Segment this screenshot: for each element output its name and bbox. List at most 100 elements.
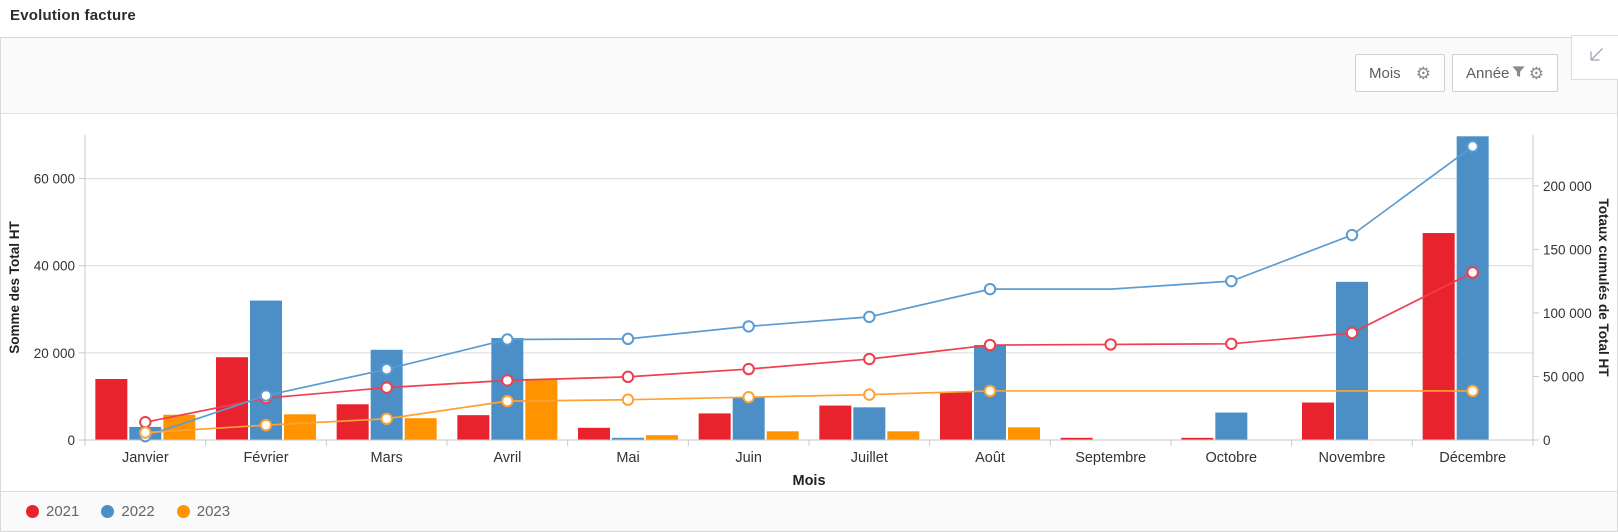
bars-2023 xyxy=(163,379,1040,440)
filter-icon[interactable] xyxy=(1511,64,1526,83)
legend-item-2023[interactable]: 2023 xyxy=(176,503,231,520)
legend-label-2023: 2023 xyxy=(196,503,231,520)
point-2022-Février[interactable] xyxy=(259,389,273,402)
bar-2023-Mai[interactable] xyxy=(646,435,678,440)
point-2023-Janvier[interactable] xyxy=(139,426,152,439)
x-axis-label-Janvier: Janvier xyxy=(122,450,169,466)
right-axis-tick-label: 150 000 xyxy=(1543,242,1592,257)
bar-2023-Mars[interactable] xyxy=(404,418,437,440)
x-axis-label-Août: Août xyxy=(975,450,1005,466)
gridlines xyxy=(85,178,1533,354)
point-2021-Décembre[interactable] xyxy=(1466,266,1479,279)
bars-2022 xyxy=(129,136,1489,441)
line-2021 xyxy=(139,266,1479,429)
x-axis-label-Septembre: Septembre xyxy=(1075,450,1146,466)
point-2022-Juillet[interactable] xyxy=(863,310,876,324)
left-axis-tick-label: 40 000 xyxy=(34,259,75,274)
x-axis-label-Octobre: Octobre xyxy=(1206,450,1258,466)
year-button[interactable]: Année ⚙ xyxy=(1452,54,1558,92)
point-2023-Mars[interactable] xyxy=(380,412,393,425)
point-2021-Avril[interactable] xyxy=(501,374,514,387)
point-2023-Août[interactable] xyxy=(983,384,997,398)
chart-panel: Mois ⚙ Année ⚙ xyxy=(0,35,1618,532)
point-2021-Juin[interactable] xyxy=(742,362,755,376)
right-axis-tick-label: 200 000 xyxy=(1543,179,1592,194)
bar-2022-Novembre[interactable] xyxy=(1336,281,1368,440)
x-axis-label-Juin: Juin xyxy=(735,450,762,466)
bar-2022-Octobre[interactable] xyxy=(1215,412,1248,440)
bar-2021-Juillet[interactable] xyxy=(819,405,852,440)
bar-2022-Avril[interactable] xyxy=(491,338,524,440)
bar-2022-Février[interactable] xyxy=(250,300,282,440)
bar-2021-Mars[interactable] xyxy=(336,404,369,440)
left-axis-tick-label: 20 000 xyxy=(34,346,75,361)
x-axis-label-Juillet: Juillet xyxy=(851,450,888,466)
bar-2021-Janvier[interactable] xyxy=(95,379,128,440)
point-2021-Novembre[interactable] xyxy=(1345,326,1359,340)
bar-2021-Octobre[interactable] xyxy=(1181,437,1214,440)
point-2021-Mai[interactable] xyxy=(621,370,635,384)
gear-icon[interactable]: ⚙ xyxy=(1415,63,1431,83)
point-2022-Octobre[interactable] xyxy=(1225,274,1238,288)
x-axis-label-Mars: Mars xyxy=(371,450,403,466)
legend-label-2021: 2021 xyxy=(46,503,80,520)
bar-2023-Janvier[interactable] xyxy=(163,414,196,440)
bar-2021-Juin[interactable] xyxy=(698,413,731,440)
chart-area: 0 20 000 40 000 60 000 0 50 000 100 000 150 000… xyxy=(1,114,1617,491)
x-axis-label-Février: Février xyxy=(243,450,288,466)
bar-2021-Août[interactable] xyxy=(940,392,972,440)
point-2022-Novembre[interactable] xyxy=(1345,228,1359,242)
point-2021-Juillet[interactable] xyxy=(863,352,876,366)
legend-label-2022: 2022 xyxy=(121,503,155,520)
right-axis-title: Totaux cumulés de Total HT xyxy=(1596,198,1611,377)
bar-2023-Juillet[interactable] xyxy=(887,431,920,440)
point-2021-Janvier[interactable] xyxy=(139,416,152,429)
legend-item-2021[interactable]: 2021 xyxy=(26,503,79,520)
chart-svg: 0 20 000 40 000 60 000 0 50 000 100 000 150 000… xyxy=(7,135,1611,489)
bar-2022-Juin[interactable] xyxy=(732,397,765,440)
point-2023-Décembre[interactable] xyxy=(1466,384,1479,398)
gear-icon[interactable]: ⚙ xyxy=(1528,63,1544,83)
bar-2023-Février[interactable] xyxy=(284,414,316,440)
toolbar: Mois ⚙ Année ⚙ xyxy=(1,35,1618,114)
bar-2022-Mai[interactable] xyxy=(612,437,644,440)
month-button[interactable]: Mois ⚙ xyxy=(1355,54,1445,92)
point-2023-Juillet[interactable] xyxy=(863,388,876,401)
bar-2023-Avril[interactable] xyxy=(525,379,558,440)
point-2023-Juin[interactable] xyxy=(742,390,755,404)
left-axis-tick-label: 0 xyxy=(67,433,75,448)
left-axis-tick-label: 60 000 xyxy=(34,172,75,187)
x-axis-label-Mai: Mai xyxy=(616,450,639,466)
bar-2021-Mai[interactable] xyxy=(578,427,610,440)
point-2022-Août[interactable] xyxy=(983,282,997,296)
point-2023-Avril[interactable] xyxy=(501,394,514,408)
line-2022 xyxy=(139,140,1479,443)
bar-2021-Novembre[interactable] xyxy=(1302,402,1334,440)
bar-2022-Juillet[interactable] xyxy=(853,407,886,440)
collapse-arrow-icon xyxy=(1585,44,1607,71)
bar-2023-Août[interactable] xyxy=(1008,427,1040,440)
point-2021-Septembre[interactable] xyxy=(1104,338,1117,351)
point-2022-Juin[interactable] xyxy=(742,320,755,333)
line-2023 xyxy=(139,384,1479,439)
point-2023-Février[interactable] xyxy=(259,418,273,432)
point-2023-Mai[interactable] xyxy=(621,393,635,406)
bar-2021-Avril[interactable] xyxy=(457,415,490,440)
collapse-button[interactable] xyxy=(1571,35,1618,80)
point-2022-Mars[interactable] xyxy=(380,363,393,376)
bar-2021-Décembre[interactable] xyxy=(1422,233,1455,440)
bar-2021-Septembre[interactable] xyxy=(1060,437,1093,440)
point-2021-Mars[interactable] xyxy=(380,381,393,394)
point-2022-Décembre[interactable] xyxy=(1466,140,1479,153)
bars-2021 xyxy=(95,233,1455,440)
legend-dot-2021 xyxy=(26,505,39,518)
right-axis-tick-label: 50 000 xyxy=(1543,369,1584,384)
bar-2023-Juin[interactable] xyxy=(766,431,799,440)
x-axis-label-Novembre: Novembre xyxy=(1319,450,1386,466)
point-2021-Août[interactable] xyxy=(983,338,997,352)
point-2021-Octobre[interactable] xyxy=(1225,337,1238,350)
legend-item-2022[interactable]: 2022 xyxy=(101,503,155,520)
point-2022-Mai[interactable] xyxy=(621,332,635,346)
right-axis-tick-label: 100 000 xyxy=(1543,306,1592,321)
point-2022-Avril[interactable] xyxy=(501,333,514,346)
